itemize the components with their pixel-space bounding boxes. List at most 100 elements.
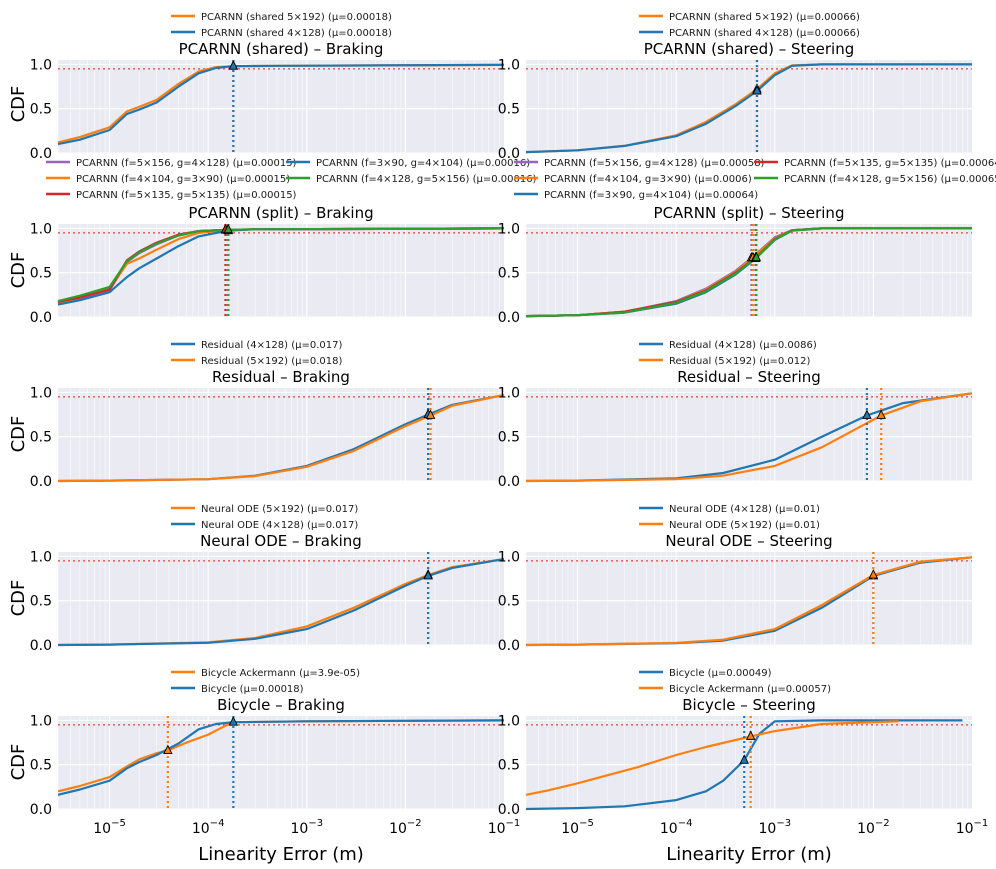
legend-entry: PCARNN (shared 4×128) (μ=0.00018) <box>201 28 392 39</box>
mean-marker-triangle <box>223 223 234 234</box>
legend-entry: PCARNN (shared 5×192) (μ=0.00066) <box>669 12 860 23</box>
series-line-blue <box>525 719 963 811</box>
y-tick-label: 0.0 <box>498 638 520 654</box>
chart-panel-8: 0.0 0.5 1.0 10−5 10−4 10−3 10−2 10−1 Bicycle – B… <box>30 668 521 837</box>
y-tick-label: 0.0 <box>498 474 520 490</box>
chart-panel-3: 0.0 0.5 1.0 PCARNN (split) – Steering PCARNN… <box>498 158 996 326</box>
legend-entry: Bicycle Ackermann (μ=0.00057) <box>669 684 831 695</box>
chart-title: PCARNN (shared) – Braking <box>179 40 384 58</box>
legend-entry: PCARNN (f=4×104, g=3×90) (μ=0.0006) <box>544 174 752 185</box>
legend-entry: PCARNN (f=5×156, g=4×128) (μ=0.00058) <box>544 158 765 169</box>
legend-entry: Bicycle (μ=0.00018) <box>201 684 304 695</box>
y-tick-label: 0.0 <box>30 310 52 326</box>
x-tick-label: 10−1 <box>956 818 989 837</box>
mean-marker-triangle <box>862 409 872 419</box>
mean-marker-triangle <box>739 754 749 764</box>
legend-entry: Residual (5×192) (μ=0.012) <box>669 356 810 367</box>
y-tick-label: 0.5 <box>498 758 520 774</box>
x-tick-label: 10−4 <box>660 818 693 837</box>
y-axis-label-0: CDF <box>8 86 29 123</box>
y-tick-label: 0.0 <box>30 146 52 162</box>
series-line-green <box>57 227 505 303</box>
plot-area <box>58 388 504 481</box>
mean-marker-triangle <box>751 251 762 262</box>
legend-entry: PCARNN (f=5×156, g=4×128) (μ=0.00015) <box>76 158 297 169</box>
y-tick-label: 0.0 <box>30 638 52 654</box>
y-axis-label-3: CDF <box>8 580 29 617</box>
y-tick-label: 1.0 <box>498 549 520 565</box>
y-tick-label: 0.5 <box>30 594 52 610</box>
y-tick-label: 0.5 <box>30 430 52 446</box>
legend-entry: PCARNN (f=4×128, g=5×156) (μ=0.00065) <box>784 174 996 185</box>
chart-panel-2: 0.0 0.5 1.0 PCARNN (split) – Braking PCARNN … <box>30 158 537 326</box>
y-tick-label: 0.0 <box>498 802 520 818</box>
series-line-orange <box>525 556 973 647</box>
y-tick-label: 0.5 <box>498 102 520 118</box>
x-axis-label-left: Linearity Error (m) <box>198 844 364 865</box>
x-tick-label: 10−3 <box>290 818 323 837</box>
series-line-orange <box>525 720 899 796</box>
chart-title: Residual – Braking <box>212 368 350 386</box>
legend-entry: PCARNN (shared 4×128) (μ=0.00066) <box>669 28 860 39</box>
y-tick-label: 1.0 <box>30 713 52 729</box>
series-line-blue <box>525 63 972 154</box>
chart-title: PCARNN (split) – Steering <box>654 204 845 222</box>
y-tick-label: 0.5 <box>498 594 520 610</box>
legend-entry: Residual (5×192) (μ=0.018) <box>201 356 342 367</box>
legend-entry: Bicycle Ackermann (μ=3.9e-05) <box>201 668 360 679</box>
mean-marker-triangle <box>228 716 239 726</box>
y-tick-label: 1.0 <box>498 385 520 401</box>
y-tick-label: 0.0 <box>30 802 52 818</box>
legend-entry: PCARNN (f=4×104, g=3×90) (μ=0.00015) <box>76 174 290 185</box>
x-tick-label: 10−4 <box>192 818 225 837</box>
y-tick-label: 0.0 <box>498 146 520 162</box>
chart-title: Bicycle – Braking <box>217 696 345 714</box>
series-line-orange <box>57 394 505 483</box>
y-axis-label-2: CDF <box>8 416 29 453</box>
x-tick-label: 10−1 <box>488 818 521 837</box>
y-tick-label: 0.0 <box>498 310 520 326</box>
legend-entry: Neural ODE (5×192) (μ=0.017) <box>201 504 358 515</box>
plot-area <box>526 224 972 317</box>
mean-marker-triangle <box>752 84 762 95</box>
mean-marker-triangle <box>745 730 756 740</box>
x-tick-label: 10−5 <box>561 818 594 837</box>
y-tick-label: 0.5 <box>30 102 52 118</box>
x-tick-label: 10−2 <box>857 818 890 837</box>
legend-entry: PCARNN (f=5×135, g=5×135) (μ=0.00064) <box>784 158 996 169</box>
legend-entry: Residual (4×128) (μ=0.017) <box>201 340 342 351</box>
mean-marker-triangle <box>876 409 886 419</box>
y-tick-label: 0.5 <box>30 758 52 774</box>
legend-entry: Residual (4×128) (μ=0.0086) <box>669 340 817 351</box>
legend-entry: Neural ODE (4×128) (μ=0.01) <box>669 504 820 515</box>
y-tick-label: 0.0 <box>30 474 52 490</box>
y-tick-label: 1.0 <box>30 549 52 565</box>
chart-panel-5: 0.0 0.5 1.0 Residual – Steering Residual (4×… <box>498 340 973 490</box>
chart-panel-7: 0.0 0.5 1.0 Neural ODE – Steering Neural ODE… <box>498 504 973 654</box>
y-axis-label-4: CDF <box>8 744 29 781</box>
y-tick-label: 1.0 <box>30 57 52 73</box>
legend-entry: PCARNN (f=5×135, g=5×135) (μ=0.00015) <box>76 190 297 201</box>
plot-area <box>58 224 504 317</box>
x-tick-label: 10−3 <box>758 818 791 837</box>
chart-title: Neural ODE – Steering <box>665 532 832 550</box>
plot-area <box>526 716 972 809</box>
series-line-blue <box>57 63 505 146</box>
plot-area <box>526 60 972 153</box>
legend-entry: PCARNN (shared 5×192) (μ=0.00018) <box>201 12 392 23</box>
series-line-orange <box>525 392 973 483</box>
mean-marker-triangle <box>425 409 436 419</box>
y-tick-label: 1.0 <box>498 713 520 729</box>
y-tick-label: 1.0 <box>498 57 520 73</box>
mean-marker-triangle <box>228 60 239 70</box>
series-line-blue <box>57 558 505 647</box>
legend-entry: Bicycle (μ=0.00049) <box>669 668 772 679</box>
x-axis-label-right: Linearity Error (m) <box>666 844 832 865</box>
chart-panel-9: 0.0 0.5 1.0 10−5 10−4 10−3 10−2 10−1 Bicycle – S… <box>498 668 989 837</box>
chart-title: PCARNN (split) – Braking <box>188 204 373 222</box>
chart-title: PCARNN (shared) – Steering <box>644 40 854 58</box>
